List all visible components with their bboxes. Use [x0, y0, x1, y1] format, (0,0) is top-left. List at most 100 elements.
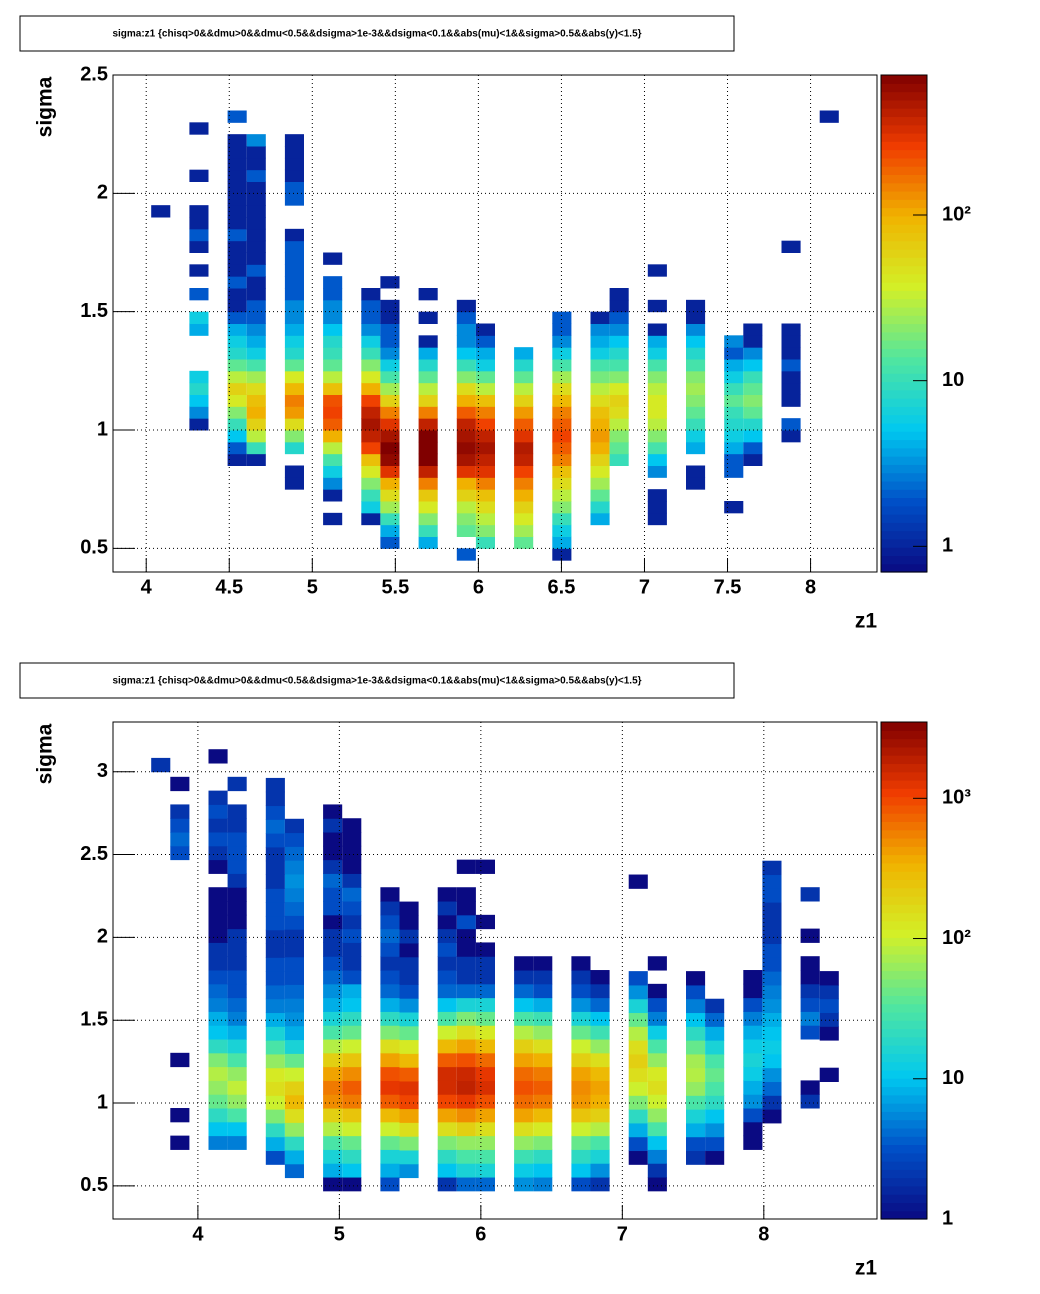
cell	[456, 1039, 476, 1054]
cell	[686, 1095, 706, 1110]
cell	[380, 1025, 400, 1040]
cell	[743, 970, 763, 985]
cell	[284, 1163, 304, 1179]
cell	[686, 1026, 706, 1041]
cell	[743, 323, 763, 336]
cell	[762, 1081, 782, 1096]
cell	[475, 512, 495, 526]
colorbar-step	[881, 215, 927, 225]
colorbar-step	[881, 1094, 927, 1104]
cell	[208, 1135, 228, 1150]
cell	[189, 406, 209, 419]
cell	[323, 1066, 343, 1081]
cell	[342, 1080, 362, 1095]
cell	[705, 998, 725, 1014]
colorbar-step	[881, 1177, 927, 1187]
cell	[418, 465, 438, 478]
colorbar-step	[881, 1119, 927, 1129]
x-tick-label: 4	[141, 576, 153, 598]
cell	[399, 901, 419, 916]
colorbar-step	[881, 1185, 927, 1195]
cell	[647, 1080, 667, 1095]
cell	[533, 1135, 553, 1150]
colorbar-step	[881, 970, 927, 980]
cell	[361, 501, 381, 514]
cell	[456, 1025, 476, 1040]
colorbar-step	[881, 514, 927, 523]
colorbar-step	[881, 472, 927, 482]
cell	[208, 804, 228, 819]
colorbar-step	[881, 99, 927, 109]
colorbar-step	[881, 530, 927, 540]
cell	[686, 477, 706, 490]
cell	[800, 1025, 820, 1040]
cell	[456, 477, 476, 490]
cell	[590, 477, 610, 490]
cell	[361, 418, 381, 431]
cell	[475, 453, 495, 466]
cell	[246, 453, 266, 466]
cell	[227, 1025, 247, 1040]
cell	[533, 1149, 553, 1164]
cell	[609, 370, 629, 384]
cell	[227, 1066, 247, 1081]
colorbar-step	[881, 1136, 927, 1146]
cell	[781, 418, 801, 431]
colorbar-step	[881, 265, 927, 275]
cell	[323, 1025, 343, 1040]
cell	[647, 441, 667, 455]
cell	[380, 887, 400, 902]
colorbar-step	[881, 1210, 927, 1220]
cell	[323, 873, 343, 888]
cell	[437, 1025, 457, 1040]
cell	[227, 845, 247, 861]
colorbar-step	[881, 199, 927, 209]
cell	[399, 1067, 419, 1082]
chart-title: sigma:z1 {chisq>0&&dmu>0&&dmu<0.5&&dsigm…	[112, 29, 641, 40]
cell	[284, 956, 304, 972]
colorbar-step	[881, 480, 927, 490]
cell	[227, 914, 247, 930]
cell	[590, 1108, 610, 1123]
y-tick-label: 1.5	[80, 300, 108, 322]
cell	[265, 888, 285, 903]
cell	[456, 859, 476, 874]
cell	[475, 477, 495, 490]
cell	[514, 477, 534, 490]
cell	[246, 205, 266, 218]
cell	[590, 1080, 610, 1095]
cell	[514, 453, 534, 466]
cell	[265, 1109, 285, 1124]
cell	[246, 335, 266, 348]
cell	[475, 489, 495, 502]
cell	[399, 1053, 419, 1068]
cell	[552, 524, 572, 537]
cell	[246, 264, 266, 277]
colorbar-step	[881, 547, 927, 557]
cell	[552, 441, 572, 455]
colorbar-step	[881, 854, 927, 864]
cell	[380, 323, 400, 336]
cell	[800, 887, 820, 902]
cell	[628, 1136, 648, 1152]
colorbar-step	[881, 91, 927, 101]
cell	[380, 394, 400, 407]
cell	[284, 299, 304, 313]
colorbar-step	[881, 331, 927, 341]
cell	[284, 288, 304, 301]
cell	[284, 406, 304, 419]
cell	[323, 1080, 343, 1095]
colorbar-step	[881, 895, 927, 905]
cell	[781, 240, 801, 253]
cell	[323, 252, 343, 265]
colorbar-step	[881, 116, 927, 126]
cell	[647, 430, 667, 443]
colorbar-step	[881, 174, 927, 184]
cell	[399, 998, 419, 1013]
cell	[533, 1177, 553, 1192]
cell	[323, 453, 343, 466]
cell	[227, 169, 247, 182]
cell	[208, 942, 228, 957]
cell	[265, 984, 285, 1000]
cell	[265, 943, 285, 958]
